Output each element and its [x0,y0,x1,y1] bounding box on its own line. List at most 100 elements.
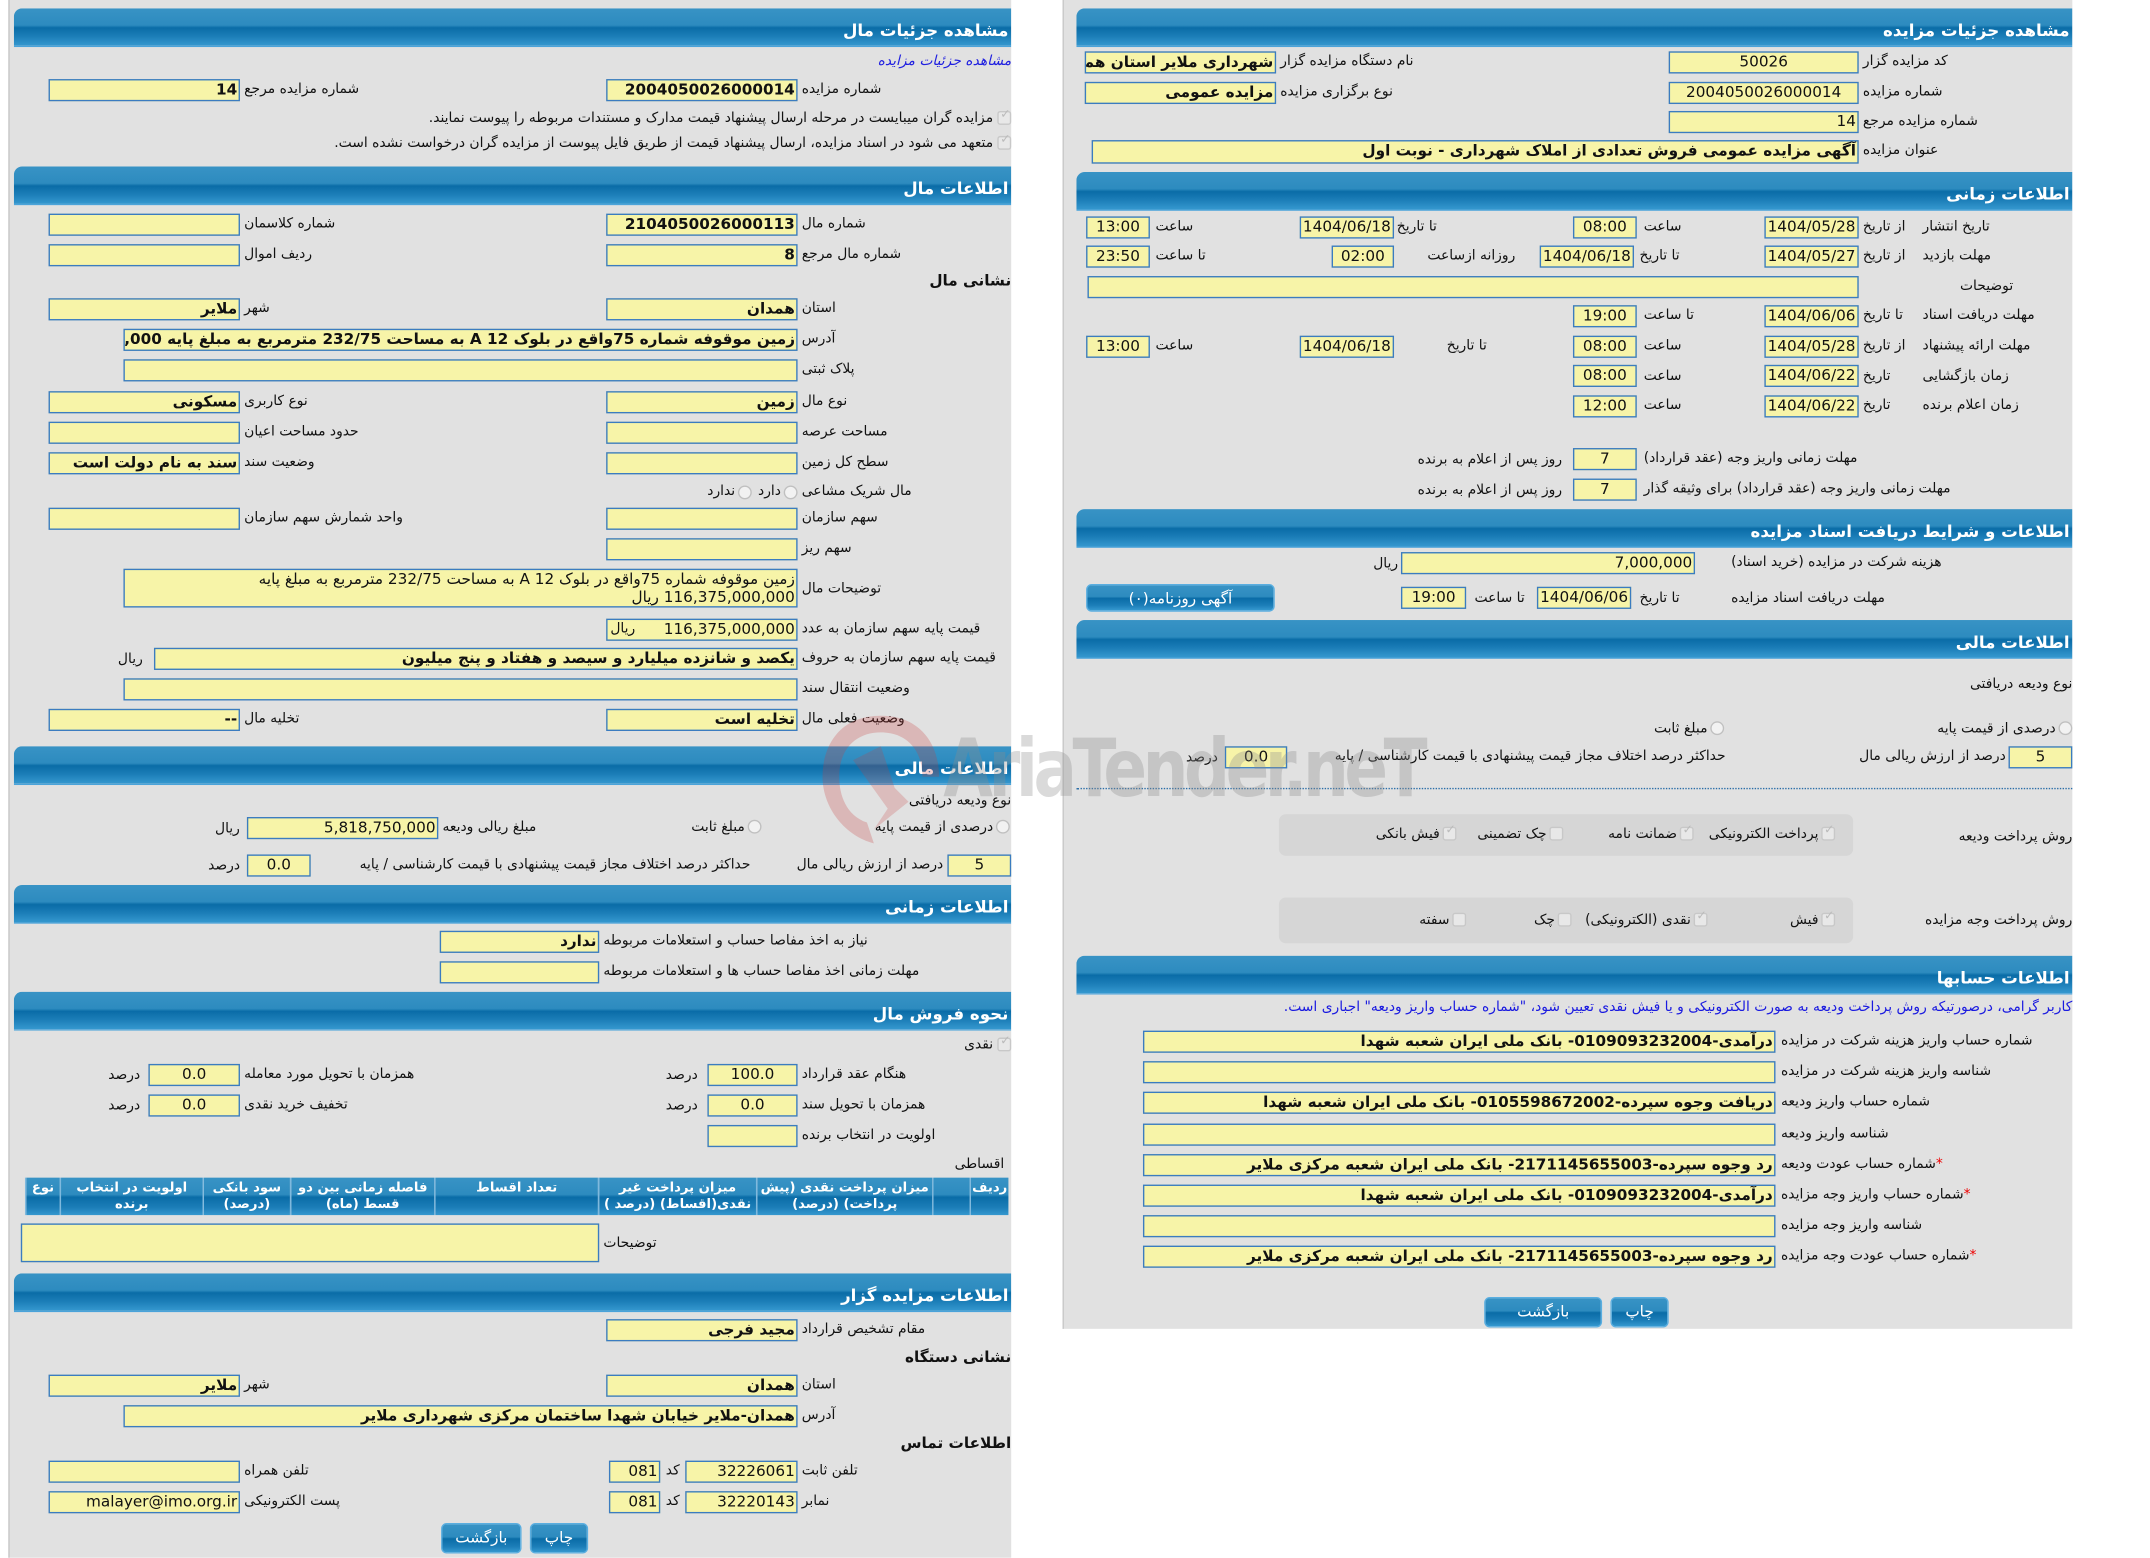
rows-2-field[interactable]: دریافت وجوه سپرده-0105598672002- بانک مل… [1142,1092,1776,1115]
note-checkbox[interactable] [997,108,1012,125]
visit-daily-from-field[interactable]: 02:00 [1331,245,1395,268]
rows-1-field[interactable] [1142,1061,1776,1084]
timing-clearance-deadline-field[interactable] [439,961,600,984]
org-name-field[interactable]: شهرداری ملایر استان همدان [1084,51,1277,74]
cash-checkbox[interactable] [997,1035,1012,1052]
newspaper-ads-button[interactable]: آگهی روزنامه(۰) [1086,583,1275,612]
auction-number-field[interactable]: 2004050026000014 [1668,81,1859,105]
shared-no-radio[interactable] [737,485,752,500]
deadline-to-time-field[interactable]: 19:00 [1400,586,1467,609]
auction-ref-field[interactable]: 14 [48,79,240,102]
timing-pay-guarantor-field[interactable]: 7 [1572,478,1637,501]
offer-from-field[interactable]: 1404/05/28 [1764,335,1859,358]
rows-4-field[interactable]: رد وجوه سپرده-2171145655003- بانک ملی ای… [1142,1153,1776,1176]
asset-deed-status-field[interactable]: سند به نام دولت است [48,452,240,475]
asset-description-field[interactable]: زمین موقوفه شماره 75واقع در بلوک 12 A به… [123,568,798,608]
finance-max-diff-field[interactable]: 0.0 [246,854,311,877]
print-button[interactable]: چاپ [529,1523,589,1554]
asset-share-unit-field[interactable] [48,507,240,530]
asset-asset-type-field[interactable]: زمین [606,391,798,414]
rows-0-field[interactable]: درآمدی-0109093232004- بانک ملی ایران شعب… [1142,1030,1776,1053]
asset-class-number-field[interactable] [48,213,240,236]
org-code-field[interactable]: 50026 [1668,51,1859,74]
auctioneer-phone-code-field[interactable]: 081 [608,1460,661,1483]
asset-ref-number-field[interactable]: 8 [606,244,798,267]
asset-base-price-words-field[interactable]: یکصد و شانزده میلیارد و سیصد و هفتاد و پ… [153,647,798,670]
deadline-to-field[interactable]: 1404/06/06 [1536,586,1632,609]
percent-radio[interactable] [2058,721,2073,736]
visit-to-time-field[interactable]: 23:50 [1086,245,1150,268]
auctioneer-mobile-field[interactable] [48,1460,240,1483]
auctioneer-province-field[interactable]: همدان [606,1374,798,1397]
rows-6-field[interactable] [1142,1215,1776,1238]
sale-discount-field[interactable]: 0.0 [148,1094,240,1117]
asset-base-price-number-field[interactable]: 116,375,000,000 [606,618,798,641]
asset-number-field[interactable]: 2104050026000113 [606,213,798,236]
subject-field[interactable]: آگهی مزایده عمومی فروش تعدادی از املاک ش… [1091,140,1859,164]
auction-ref-field[interactable]: 14 [1668,110,1859,134]
sale-with-delivery-field[interactable]: 0.0 [148,1063,240,1087]
offer-to-time-field[interactable]: 13:00 [1086,335,1150,358]
asset-deed-transfer-field[interactable] [123,678,798,701]
payment-method-checkbox[interactable] [1821,910,1836,927]
back-button[interactable]: بازگشت [441,1523,522,1554]
publish-from-time-field[interactable]: 08:00 [1572,216,1637,239]
payment-method-checkbox[interactable] [1557,912,1572,927]
publish-from-field[interactable]: 1404/05/28 [1764,216,1859,239]
rows-7-field[interactable]: رد وجوه سپرده-2171145655003- بانک ملی ای… [1142,1246,1776,1269]
docs-fee-field[interactable]: 7,000,000 [1400,552,1696,575]
docs-to-field[interactable]: 1404/06/06 [1764,305,1859,328]
opening-date-field[interactable]: 1404/06/22 [1764,364,1859,388]
back-button[interactable]: بازگشت [1484,1296,1603,1328]
visit-from-field[interactable]: 1404/05/27 [1764,245,1859,268]
asset-row-field[interactable] [48,244,240,267]
payment-method-checkbox[interactable] [1693,910,1708,927]
fixed-radio[interactable] [747,819,762,834]
auctioneer-authority-field[interactable]: مجید فرجی [606,1319,798,1342]
asset-org-share-field[interactable] [606,507,798,530]
auction-number-field[interactable]: 2004050026000014 [606,79,798,102]
timing-description-field[interactable] [1087,276,1859,299]
asset-fine-share-field[interactable] [606,538,798,561]
deposit-method-checkbox[interactable] [1442,824,1457,841]
asset-current-status-field[interactable]: تخلیه است [606,708,798,732]
rows-5-field[interactable]: درآمدی-0109093232004- بانک ملی ایران شعب… [1142,1184,1776,1207]
finance-max-diff-field[interactable]: 0.0 [1224,746,1288,769]
deposit-method-checkbox[interactable] [1549,826,1564,841]
auctioneer-fax-code-field[interactable]: 081 [608,1491,661,1514]
docs-to-time-field[interactable]: 19:00 [1572,305,1637,328]
publish-to-field[interactable]: 1404/06/18 [1299,216,1395,239]
sale-notes-field[interactable] [20,1223,600,1263]
finance-deposit-amount-field[interactable]: 5,818,750,000 [246,817,439,840]
deposit-method-checkbox[interactable] [1821,824,1836,841]
asset-usage-type-field[interactable]: مسکونی [48,391,240,414]
deposit-method-checkbox[interactable] [1679,824,1694,841]
asset-evacuation-field[interactable]: -- [48,708,240,732]
offer-to-field[interactable]: 1404/06/18 [1299,335,1395,358]
auction-type-field[interactable]: مزایده عمومی [1084,81,1277,105]
payment-method-checkbox[interactable] [1452,912,1467,927]
finance-percent-field[interactable]: 5 [947,854,1012,877]
offer-from-time-field[interactable]: 08:00 [1572,335,1637,358]
asset-total-area-field[interactable] [606,452,798,475]
asset-land-area-field[interactable] [606,421,798,444]
auctioneer-phone-field[interactable]: 32226061 [685,1460,798,1483]
sale-with-deed-field[interactable]: 0.0 [707,1094,798,1117]
publish-to-time-field[interactable]: 13:00 [1086,216,1150,239]
auctioneer-email-field[interactable]: malayer@imo.org.ir [48,1491,240,1514]
finance-percent-field[interactable]: 5 [2008,746,2073,769]
sale-at-contract-field[interactable]: 100.0 [707,1063,798,1087]
asset-building-area-field[interactable] [48,421,240,444]
sale-priority-field[interactable] [707,1124,798,1148]
print-button[interactable]: چاپ [1610,1296,1669,1328]
auctioneer-fax-field[interactable]: 32220143 [685,1491,798,1514]
winner-time-field[interactable]: 12:00 [1572,395,1637,418]
percent-radio[interactable] [995,819,1010,834]
asset-address-field[interactable]: زمین موقوفه شماره 75واقع در بلوک 12 A به… [123,328,798,351]
asset-province-field[interactable]: همدان [606,298,798,321]
auctioneer-address-field[interactable]: همدان-ملایر خیابان شهدا ساختمان مرکزی شه… [123,1405,798,1428]
note-checkbox[interactable] [997,133,1012,150]
asset-registration-plate-field[interactable] [123,359,798,382]
fixed-radio[interactable] [1710,721,1725,736]
opening-time-field[interactable]: 08:00 [1572,364,1637,388]
